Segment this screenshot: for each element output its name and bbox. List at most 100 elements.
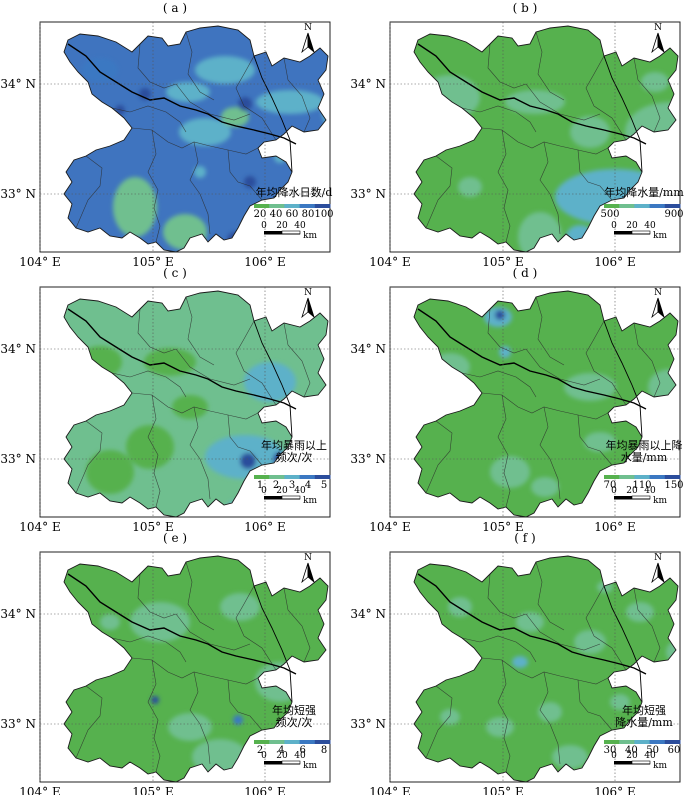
value-patch bbox=[244, 362, 296, 402]
value-patch bbox=[113, 177, 157, 237]
region-fill bbox=[414, 556, 678, 782]
longitude-label: 106° E bbox=[244, 255, 285, 269]
county-boundary bbox=[111, 370, 187, 398]
map-frame bbox=[389, 286, 681, 518]
value-surface bbox=[64, 26, 328, 252]
value-patch bbox=[166, 82, 210, 102]
panel-label: ( b ) bbox=[513, 1, 538, 15]
county-boundary bbox=[539, 406, 561, 500]
river-line bbox=[253, 585, 293, 703]
legend-tick: 40 bbox=[270, 209, 283, 220]
scale-segment bbox=[614, 231, 632, 234]
scale-segment bbox=[264, 761, 282, 764]
county-boundary bbox=[227, 149, 263, 201]
latitude-label: 34° N bbox=[350, 607, 386, 621]
longitude-label: 105° E bbox=[482, 255, 523, 269]
value-patch bbox=[194, 166, 206, 178]
county-boundary bbox=[525, 348, 601, 386]
map-canvas: ( b ) 34° N 33° N 104° E 105° E 106° E N 年均降水量/… bbox=[350, 1, 684, 269]
river-line bbox=[417, 43, 647, 145]
value-patch bbox=[648, 369, 678, 405]
legend-title: 年均短强 bbox=[272, 703, 316, 717]
legend-swatch bbox=[649, 204, 666, 208]
value-patch bbox=[564, 373, 616, 401]
scale-segment bbox=[614, 496, 632, 499]
value-patch bbox=[82, 58, 118, 82]
county-boundary bbox=[137, 308, 177, 354]
value-patch bbox=[130, 602, 190, 642]
value-patch bbox=[458, 177, 482, 197]
river-line bbox=[67, 573, 297, 675]
scale-unit: km bbox=[303, 231, 317, 241]
legend-tick: 2 bbox=[257, 745, 263, 756]
value-patch bbox=[490, 456, 530, 488]
scale-tick: 20 bbox=[626, 751, 638, 761]
map-panel-f: ( f ) 34° N 33° N 104° E 105° E 106° E N 年均短强 降水… bbox=[350, 530, 700, 795]
value-surface bbox=[414, 291, 698, 517]
scale-tick: 0 bbox=[261, 486, 267, 496]
latitude-label: 33° N bbox=[350, 187, 386, 201]
county-boundary bbox=[525, 613, 601, 651]
county-boundary bbox=[175, 613, 251, 651]
longitude-label: 106° E bbox=[594, 785, 635, 795]
map-canvas: ( d ) 34° N 33° N 104° E 105° E 106° E N 年均暴雨以上… bbox=[350, 266, 698, 534]
river-line bbox=[417, 573, 647, 675]
scale-tick: 0 bbox=[261, 751, 267, 761]
county-boundary bbox=[111, 105, 187, 133]
legend-tick: 5 bbox=[321, 480, 327, 491]
legend-swatch bbox=[299, 740, 316, 744]
value-surface bbox=[414, 556, 678, 782]
county-boundary bbox=[497, 659, 511, 773]
county-boundary bbox=[235, 320, 277, 406]
legend-swatch bbox=[619, 740, 635, 744]
legend-title: 频次/次 bbox=[276, 715, 313, 729]
legend-swatch bbox=[299, 204, 316, 208]
legend-tick: 4 bbox=[278, 745, 284, 756]
legend-swatch bbox=[284, 204, 301, 208]
county-boundary bbox=[535, 31, 565, 101]
legend-swatch bbox=[254, 204, 270, 208]
value-patch bbox=[682, 359, 698, 375]
value-patch bbox=[227, 501, 243, 513]
county-boundary bbox=[633, 587, 661, 663]
north-arrow-icon: N bbox=[301, 23, 315, 54]
county-boundary bbox=[461, 105, 537, 133]
longitude-label: 106° E bbox=[594, 255, 635, 269]
county-boundary bbox=[497, 129, 511, 243]
legend-title: 年均暴雨以上 bbox=[261, 438, 327, 452]
county-boundary bbox=[425, 155, 453, 229]
legend-swatch bbox=[619, 475, 635, 479]
map-frame bbox=[39, 551, 331, 783]
county-boundary bbox=[425, 420, 453, 494]
scale-tick: 40 bbox=[294, 751, 306, 761]
map-canvas: ( e ) 34° N 33° N 104° E 105° E 106° E N 年均短强频次… bbox=[0, 531, 331, 795]
county-boundary bbox=[577, 679, 613, 731]
north-label: N bbox=[654, 553, 662, 563]
legend-swatch bbox=[254, 740, 270, 744]
scale-tick: 40 bbox=[294, 221, 306, 231]
map-panel-a: ( a ) 34° N 33° N 104° E 105° E 106° E N 年均降水日数… bbox=[0, 0, 350, 269]
longitude-label: 105° E bbox=[132, 785, 173, 795]
county-boundary bbox=[147, 129, 161, 243]
legend-title: 年均降水量/mm bbox=[604, 185, 684, 199]
latitude-label: 34° N bbox=[0, 77, 36, 91]
scale-tick: 40 bbox=[644, 221, 656, 231]
map-frame bbox=[39, 21, 331, 253]
map-frame bbox=[39, 286, 331, 518]
legend-swatch bbox=[314, 740, 331, 744]
county-boundary bbox=[175, 83, 251, 121]
county-boundary bbox=[539, 141, 561, 235]
scale-tick: 40 bbox=[644, 486, 656, 496]
county-boundary bbox=[577, 149, 613, 201]
value-patch bbox=[499, 346, 511, 358]
map-panel-d: ( d ) 34° N 33° N 104° E 105° E 106° E N 年均暴雨以上… bbox=[350, 265, 700, 534]
longitude-label: 104° E bbox=[369, 785, 410, 795]
longitude-label: 105° E bbox=[132, 255, 173, 269]
legend-swatch bbox=[604, 204, 620, 208]
latitude-label: 33° N bbox=[350, 452, 386, 466]
value-patch bbox=[240, 453, 256, 469]
value-patch bbox=[195, 56, 255, 84]
